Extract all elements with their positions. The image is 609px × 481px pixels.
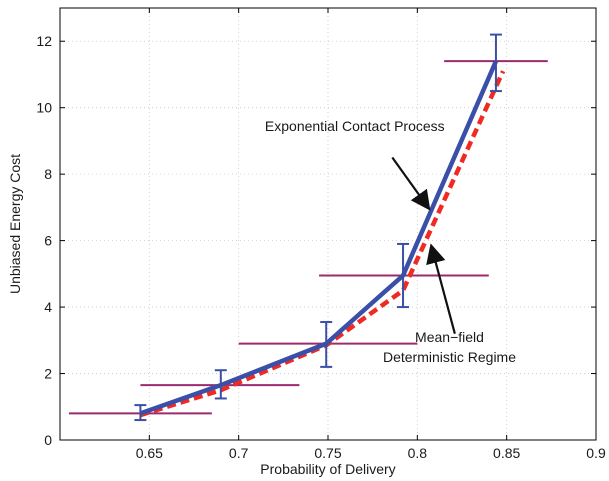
annotation-exponential-label: Exponential Contact Process — [265, 118, 445, 134]
y-tick-label: 8 — [44, 166, 52, 182]
x-tick-label: 0.9 — [586, 445, 606, 461]
annotation-line: Mean−field — [415, 329, 484, 345]
annotation-arrow-mean-field — [426, 243, 456, 334]
annotation-line: Exponential Contact Process — [265, 118, 445, 134]
x-tick-label: 0.75 — [314, 445, 341, 461]
grid-lines — [60, 8, 597, 441]
annotation-arrow-exponential — [391, 156, 431, 211]
y-axis-label: Unbiased Energy Cost — [7, 154, 23, 294]
x-tick-label: 0.7 — [229, 445, 249, 461]
y-tick-label: 4 — [44, 299, 52, 315]
annotations: Exponential Contact Process Mean−field Det… — [265, 118, 516, 365]
y-tick-label: 12 — [36, 33, 52, 49]
y-tick-label: 6 — [44, 233, 52, 249]
y-tick-label: 0 — [44, 432, 52, 448]
y-tick-label: 2 — [44, 366, 52, 382]
axis-ticks: 0.65 0.7 0.75 0.8 0.85 0.9 0 2 4 6 8 10 12 — [36, 8, 606, 461]
x-axis-label: Probability of Delivery — [260, 461, 395, 477]
x-tick-label: 0.85 — [493, 445, 520, 461]
y-tick-label: 10 — [36, 100, 52, 116]
annotation-line: Deterministic Regime — [383, 349, 516, 365]
annotation-mean-field-label: Mean−field Deterministic Regime — [383, 329, 516, 365]
y-error-bars — [134, 33, 502, 422]
x-tick-label: 0.8 — [408, 445, 428, 461]
x-tick-label: 0.65 — [136, 445, 163, 461]
